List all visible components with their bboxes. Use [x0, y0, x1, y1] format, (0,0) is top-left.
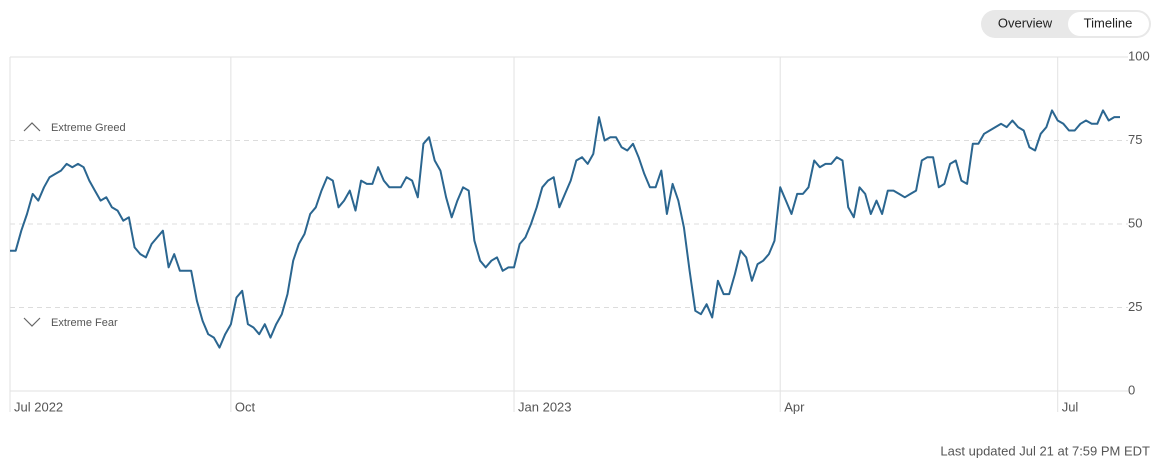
toggle-active [1068, 12, 1149, 36]
annotation: Extreme Fear [51, 317, 118, 329]
fear-icon [23, 317, 41, 327]
y-tick-label: 75 [1128, 132, 1142, 147]
x-tick-label: Oct [235, 399, 256, 414]
line-series [10, 109, 1120, 349]
y-tick-label: 50 [1128, 215, 1142, 230]
y-tick-label: 0 [1128, 382, 1135, 397]
timeline-button[interactable]: Timeline [1084, 15, 1133, 30]
y-tick-label: 25 [1128, 299, 1142, 314]
footer: Last updated Jul 21 at 7:59 PM EDT [940, 443, 1150, 458]
x-tick-label: Jul [1062, 399, 1079, 414]
greed-icon [23, 122, 41, 132]
y-tick-label: 100 [1128, 48, 1150, 63]
overview-button[interactable]: Overview [998, 15, 1053, 30]
x-tick-label: Jan 2023 [518, 399, 572, 414]
x-tick-label: Jul 2022 [14, 399, 63, 414]
annotation: Extreme Greed [51, 122, 126, 134]
x-tick-label: Apr [784, 399, 805, 414]
